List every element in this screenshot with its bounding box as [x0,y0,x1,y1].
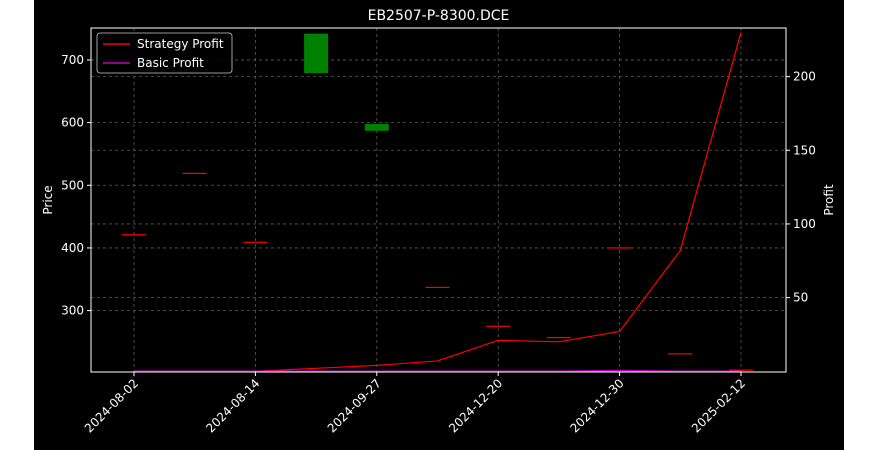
price-candle-8 [607,247,632,249]
price-markers [122,33,753,371]
price-candle-3 [304,33,329,74]
profit-lines [134,32,742,373]
right-axis-label: Profit [822,184,836,216]
left-tick-label-700: 700 [61,53,84,67]
price-candle-6 [486,325,511,327]
right-axis-ticks: 50 100 150 200 [786,70,816,305]
left-tick-label-400: 400 [61,241,84,255]
left-axis-ticks: 300 400 500 600 700 [61,53,91,318]
figure-background [34,0,844,450]
price-candle-2 [243,241,268,243]
right-tick-label-50: 50 [793,291,808,305]
price-candle-9 [668,353,693,355]
left-tick-label-300: 300 [61,304,84,318]
right-tick-label-150: 150 [793,143,816,157]
price-candle-4 [364,123,389,131]
plot-frame [90,27,787,373]
legend-label-basic-profit: Basic Profit [137,56,204,70]
price-candle-7 [546,336,571,339]
price-candle-10 [729,369,753,371]
price-candle-1 [182,172,207,174]
chart-title: EB2507-P-8300.DCE [368,8,510,24]
price-candle-5 [425,286,450,289]
left-tick-label-500: 500 [61,178,84,192]
legend-label-strategy-profit: Strategy Profit [137,37,224,51]
right-tick-label-100: 100 [793,217,816,231]
right-tick-label-200: 200 [793,70,816,84]
legend: Strategy Profit Basic Profit [96,32,233,74]
legend-box [96,32,233,74]
series-line-basic-profit [134,369,741,373]
left-tick-label-600: 600 [61,116,84,130]
price-candle-0 [122,234,146,236]
left-axis-label: Price [41,185,55,214]
